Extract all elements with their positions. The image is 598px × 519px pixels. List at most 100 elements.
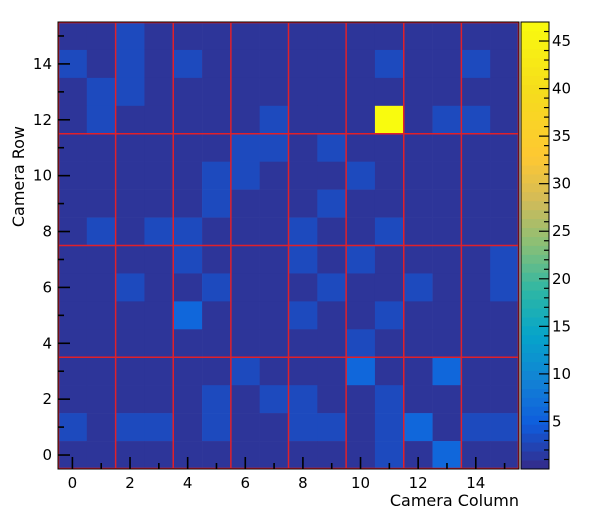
heatmap-cell (259, 329, 289, 358)
heatmap-cell (403, 385, 433, 414)
heatmap-cell (403, 245, 433, 274)
heatmap-cell (490, 189, 520, 218)
colorbar-swatch (521, 57, 549, 68)
heatmap-cell (346, 245, 376, 274)
heatmap-cell (144, 329, 174, 358)
heatmap-cell (259, 273, 289, 302)
heatmap-cell (490, 217, 520, 246)
heatmap-cell (317, 161, 347, 190)
heatmap-cell (374, 161, 405, 190)
colorbar-swatch (521, 379, 549, 389)
heatmap-cell (346, 385, 376, 414)
heatmap-cell (490, 161, 520, 190)
x-tick-label: 0 (68, 474, 78, 492)
colorbar-swatch (521, 227, 549, 237)
heatmap-cell (86, 273, 116, 302)
heatmap-cell (403, 189, 433, 218)
heatmap-cell (259, 161, 289, 190)
heatmap-cell (173, 77, 203, 107)
colorbar-swatch (521, 433, 549, 443)
y-axis: 0 2 4 6 8 10 12 14 (33, 35, 70, 464)
heatmap-cell (317, 133, 347, 162)
heatmap-cell (317, 329, 347, 358)
colorbar-tick-label: 40 (552, 80, 571, 98)
y-tick-label: 0 (42, 446, 52, 464)
heatmap-cell (259, 245, 289, 274)
heatmap-cell (144, 357, 174, 386)
y-tick-label: 10 (33, 167, 52, 185)
heatmap-cell (259, 385, 289, 414)
heatmap-cell (403, 161, 433, 190)
colorbar-tick-label: 5 (552, 412, 562, 430)
heatmap-cell (144, 22, 174, 51)
heatmap-cell (115, 245, 145, 274)
heatmap-cell (490, 105, 520, 135)
heatmap-cell (374, 49, 405, 79)
heatmap-cell (86, 105, 116, 135)
heatmap-cell (288, 77, 318, 107)
heatmap-cell (432, 133, 462, 162)
heatmap-cell (432, 217, 462, 246)
heatmap-cell (461, 161, 491, 190)
x-tick-label: 4 (183, 474, 193, 492)
colorbar-swatch (521, 147, 549, 157)
heatmap-cell (173, 161, 203, 190)
heatmap-cell (230, 301, 260, 330)
heatmap-cell (317, 245, 347, 274)
heatmap-cell (144, 273, 174, 302)
heatmap-cell (115, 189, 145, 218)
heatmap-cell (144, 161, 174, 190)
heatmap-cell (115, 357, 145, 386)
heatmap-cell (490, 385, 520, 414)
heatmap-cell (288, 217, 318, 246)
heatmap-cell (461, 273, 491, 302)
heatmap-cell (288, 273, 318, 302)
heatmap-cell (144, 133, 174, 162)
heatmap-cell (115, 413, 145, 442)
heatmap-cell (115, 217, 145, 246)
heatmap-cell (259, 301, 289, 330)
heatmap-cell (461, 217, 491, 246)
heatmap-cell (317, 77, 347, 107)
heatmap-cell (86, 385, 116, 414)
heatmap-cell (173, 133, 203, 162)
colorbar-tick-label: 15 (552, 317, 571, 335)
x-axis: 0 2 4 6 8 10 12 14 (68, 457, 506, 492)
heatmap-cell (259, 217, 289, 246)
heatmap-cell (317, 49, 347, 79)
colorbar-swatch (521, 281, 549, 291)
heatmap-cell (432, 105, 462, 135)
heatmap-cell (86, 189, 116, 218)
colorbar-swatch (521, 165, 549, 175)
colorbar-swatch (521, 39, 549, 50)
colorbar-swatch (521, 254, 549, 264)
heatmap-cell (490, 301, 520, 330)
heatmap-cell (490, 273, 520, 302)
heatmap-cell (173, 105, 203, 135)
heatmap-cell (346, 22, 376, 51)
heatmap-cell (86, 161, 116, 190)
heatmap-cell (288, 161, 318, 190)
heatmap-cell (403, 105, 433, 135)
heatmap-cell (259, 357, 289, 386)
heatmap-cell (259, 189, 289, 218)
heatmap-cell (403, 413, 433, 442)
heatmap-cell (403, 49, 433, 79)
colorbar-swatch (521, 138, 549, 148)
heatmap-cell (461, 189, 491, 218)
colorbar: 5 10 15 20 25 30 35 40 45 (520, 21, 571, 470)
heatmap-cell (115, 49, 145, 79)
heatmap-cell (490, 133, 520, 162)
heatmap-cell (403, 329, 433, 358)
heatmap-cell (490, 245, 520, 274)
heatmap-cell (346, 273, 376, 302)
heatmap-cell (432, 245, 462, 274)
heatmap-cell (490, 329, 520, 358)
colorbar-swatch (521, 182, 549, 193)
heatmap-cell (461, 301, 491, 330)
heatmap-cell (173, 357, 203, 386)
heatmap-cell (115, 385, 145, 414)
heatmap-cell (202, 77, 232, 107)
heatmap-cell (115, 273, 145, 302)
heatmap-cell (202, 133, 232, 162)
